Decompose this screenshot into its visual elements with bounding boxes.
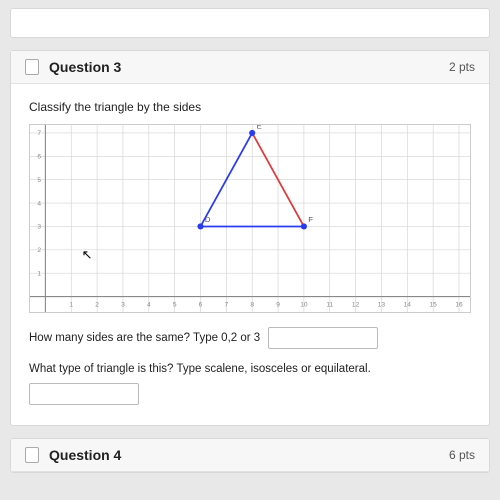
svg-text:11: 11 bbox=[326, 302, 333, 309]
question-4-card: Question 4 6 pts bbox=[10, 438, 490, 473]
svg-text:2: 2 bbox=[95, 302, 99, 309]
svg-text:15: 15 bbox=[429, 302, 437, 309]
svg-text:5: 5 bbox=[173, 302, 177, 309]
svg-text:8: 8 bbox=[250, 302, 254, 309]
svg-text:E: E bbox=[257, 125, 262, 131]
svg-text:6: 6 bbox=[37, 154, 41, 161]
previous-question-card-bottom bbox=[10, 8, 490, 38]
svg-text:2: 2 bbox=[37, 247, 41, 254]
graph-svg: 123456789101112131415161234567DEF↖ bbox=[30, 125, 470, 312]
svg-text:9: 9 bbox=[276, 302, 280, 309]
svg-text:7: 7 bbox=[225, 302, 229, 309]
svg-text:3: 3 bbox=[121, 302, 125, 309]
svg-text:3: 3 bbox=[37, 224, 41, 231]
question-3-card: Question 3 2 pts Classify the triangle b… bbox=[10, 50, 490, 426]
svg-text:10: 10 bbox=[300, 302, 308, 309]
answer-input-2[interactable] bbox=[29, 383, 139, 405]
svg-text:4: 4 bbox=[37, 200, 41, 207]
answer-input-1[interactable] bbox=[268, 327, 378, 349]
svg-text:12: 12 bbox=[352, 302, 360, 309]
question-4-header: Question 4 6 pts bbox=[11, 439, 489, 472]
svg-text:1: 1 bbox=[69, 302, 73, 309]
svg-text:↖: ↖ bbox=[82, 247, 93, 262]
subquestion-1: How many sides are the same? Type 0,2 or… bbox=[29, 327, 471, 349]
svg-text:1: 1 bbox=[37, 270, 41, 277]
question-3-header: Question 3 2 pts bbox=[11, 51, 489, 84]
svg-text:14: 14 bbox=[404, 302, 412, 309]
question-3-body: Classify the triangle by the sides 12345… bbox=[11, 84, 489, 425]
subquestion-2-text: What type of triangle is this? Type scal… bbox=[29, 363, 371, 375]
question-title: Question 4 bbox=[49, 447, 121, 463]
question-points: 2 pts bbox=[449, 60, 475, 74]
svg-text:6: 6 bbox=[199, 302, 203, 309]
question-points: 6 pts bbox=[449, 448, 475, 462]
svg-text:7: 7 bbox=[37, 130, 41, 137]
question-prompt: Classify the triangle by the sides bbox=[29, 100, 471, 114]
svg-text:13: 13 bbox=[378, 302, 386, 309]
question-title: Question 3 bbox=[49, 59, 121, 75]
flag-icon[interactable] bbox=[25, 59, 39, 75]
svg-text:F: F bbox=[308, 215, 313, 224]
svg-text:D: D bbox=[205, 215, 211, 224]
triangle-graph: 123456789101112131415161234567DEF↖ bbox=[29, 124, 471, 313]
flag-icon[interactable] bbox=[25, 447, 39, 463]
subquestion-1-text: How many sides are the same? Type 0,2 or… bbox=[29, 332, 260, 344]
subquestion-2: What type of triangle is this? Type scal… bbox=[29, 363, 471, 405]
svg-text:5: 5 bbox=[37, 177, 41, 184]
svg-text:4: 4 bbox=[147, 302, 151, 309]
svg-text:16: 16 bbox=[455, 302, 463, 309]
